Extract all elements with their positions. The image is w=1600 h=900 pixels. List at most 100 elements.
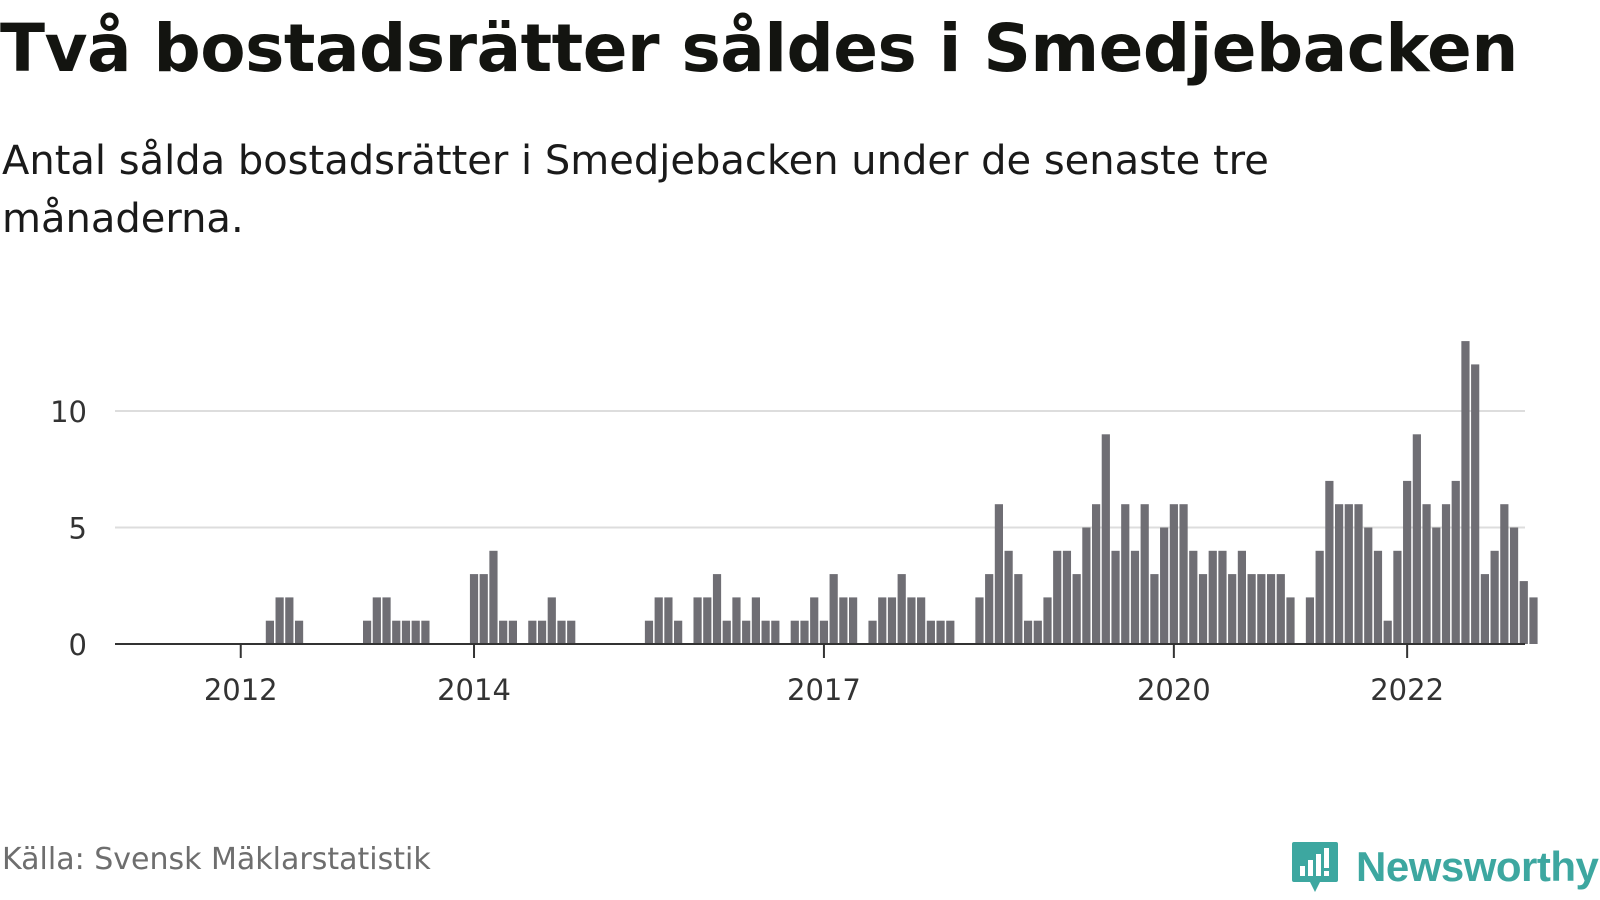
bar <box>1150 574 1159 644</box>
y-axis-ticks: 0 5 10 <box>50 395 87 662</box>
bar <box>751 597 760 644</box>
bar <box>1422 504 1431 644</box>
bar <box>1490 550 1499 644</box>
bar <box>1509 527 1519 644</box>
bar <box>1014 574 1023 644</box>
bar <box>849 597 858 644</box>
bar <box>567 620 576 644</box>
bar <box>897 574 906 644</box>
bar <box>771 620 780 644</box>
bar <box>829 574 838 644</box>
bar <box>1043 597 1052 644</box>
bar <box>1208 550 1217 644</box>
bar <box>946 620 955 644</box>
bar <box>732 597 741 644</box>
bar <box>1276 574 1285 644</box>
annotations: 2 <box>1534 0 1554 8</box>
bar <box>985 574 994 644</box>
bar <box>1393 550 1402 644</box>
bar <box>887 597 897 644</box>
x-tick-label: 2014 <box>437 673 511 707</box>
chart-subtitle: Antal sålda bostadsrätter i Smedjebacken… <box>2 138 1269 242</box>
bar <box>265 620 274 644</box>
bar <box>654 597 663 644</box>
chart-title: Två bostadsrätter såldes i Smedjebacken <box>0 10 1518 87</box>
bar <box>1519 581 1528 644</box>
bar <box>1082 527 1091 644</box>
bar <box>761 620 770 644</box>
bar <box>1257 574 1266 644</box>
bar <box>1033 620 1042 644</box>
bar <box>936 620 945 644</box>
bar <box>1286 597 1295 644</box>
grid-lines <box>115 410 1525 529</box>
bar <box>1344 504 1353 644</box>
bar <box>528 620 537 644</box>
bar <box>1062 550 1072 644</box>
bar <box>1451 480 1460 644</box>
bar <box>1189 550 1198 644</box>
bar <box>1228 574 1237 644</box>
bar <box>557 620 566 644</box>
bar <box>722 620 731 644</box>
bar <box>819 620 829 644</box>
bar <box>469 574 479 644</box>
bar <box>742 620 751 644</box>
bar <box>693 597 702 644</box>
bar <box>1325 480 1334 644</box>
bar <box>1383 620 1392 644</box>
bar <box>1266 574 1276 644</box>
bar <box>810 597 819 644</box>
brand-name: Newsworthy <box>1356 843 1599 890</box>
bar <box>1403 480 1412 644</box>
bar <box>926 620 935 644</box>
bar <box>664 597 673 644</box>
bar <box>644 620 654 644</box>
x-tick-label: 2012 <box>204 673 278 707</box>
bar <box>401 620 411 644</box>
bar <box>1529 597 1538 644</box>
bar <box>363 620 372 644</box>
source-note: Källa: Svensk Mäklarstatistik <box>2 842 431 877</box>
y-tick-label: 0 <box>69 628 87 662</box>
bar <box>489 550 498 644</box>
bar <box>868 620 877 644</box>
bar <box>994 504 1003 644</box>
bar <box>382 597 391 644</box>
bar <box>1373 550 1383 644</box>
bar <box>499 620 508 644</box>
x-axis-ticks: 2012 2014 2017 2020 2022 <box>204 644 1444 707</box>
bar <box>479 574 488 644</box>
bars <box>265 341 1538 644</box>
bar <box>1305 597 1315 644</box>
bar <box>1218 550 1227 644</box>
bar <box>1364 527 1373 644</box>
bar <box>800 620 809 644</box>
bar <box>1354 504 1363 644</box>
bar <box>1111 550 1120 644</box>
bar <box>1072 574 1081 644</box>
bar <box>674 620 683 644</box>
bar <box>1130 550 1140 644</box>
bar <box>547 597 556 644</box>
bar <box>1412 434 1421 644</box>
bar <box>537 620 547 644</box>
bar <box>975 597 984 644</box>
bar <box>275 597 284 644</box>
bar <box>703 597 712 644</box>
bar <box>421 620 430 644</box>
bar <box>1179 504 1188 644</box>
bar <box>1315 550 1324 644</box>
bar <box>1140 504 1149 644</box>
value-annotation: 2 <box>1534 0 1554 8</box>
bar <box>712 574 722 644</box>
bar <box>917 597 926 644</box>
bar <box>1237 550 1246 644</box>
bar <box>907 597 916 644</box>
y-tick-label: 5 <box>69 512 87 546</box>
bar <box>1247 574 1256 644</box>
bar <box>411 620 420 644</box>
bar <box>1053 550 1062 644</box>
bar <box>1101 434 1110 644</box>
y-tick-label: 10 <box>50 395 87 429</box>
